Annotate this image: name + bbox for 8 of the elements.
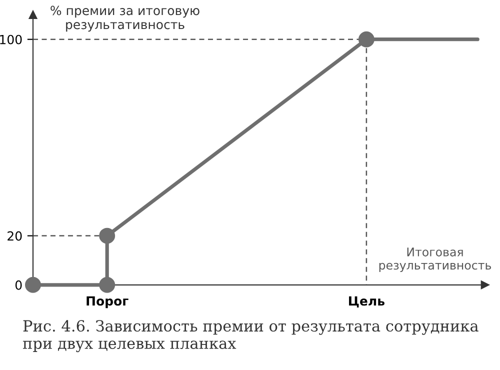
x-axis-title: Итоговая результативность xyxy=(379,248,492,272)
y-axis-title: % премии за итоговую результативность xyxy=(50,6,200,32)
y-tick-label: 20 xyxy=(8,231,22,241)
y-tick-label: 100 xyxy=(0,34,22,44)
y-tick-label: 0 xyxy=(15,280,22,290)
text: Рис. 4.6. Зависимость премии от результата сотрудника при двух целевых планках xyxy=(23,320,478,352)
x-tick-label: Порог xyxy=(86,296,128,308)
x-tick-label: Цель xyxy=(349,296,384,308)
